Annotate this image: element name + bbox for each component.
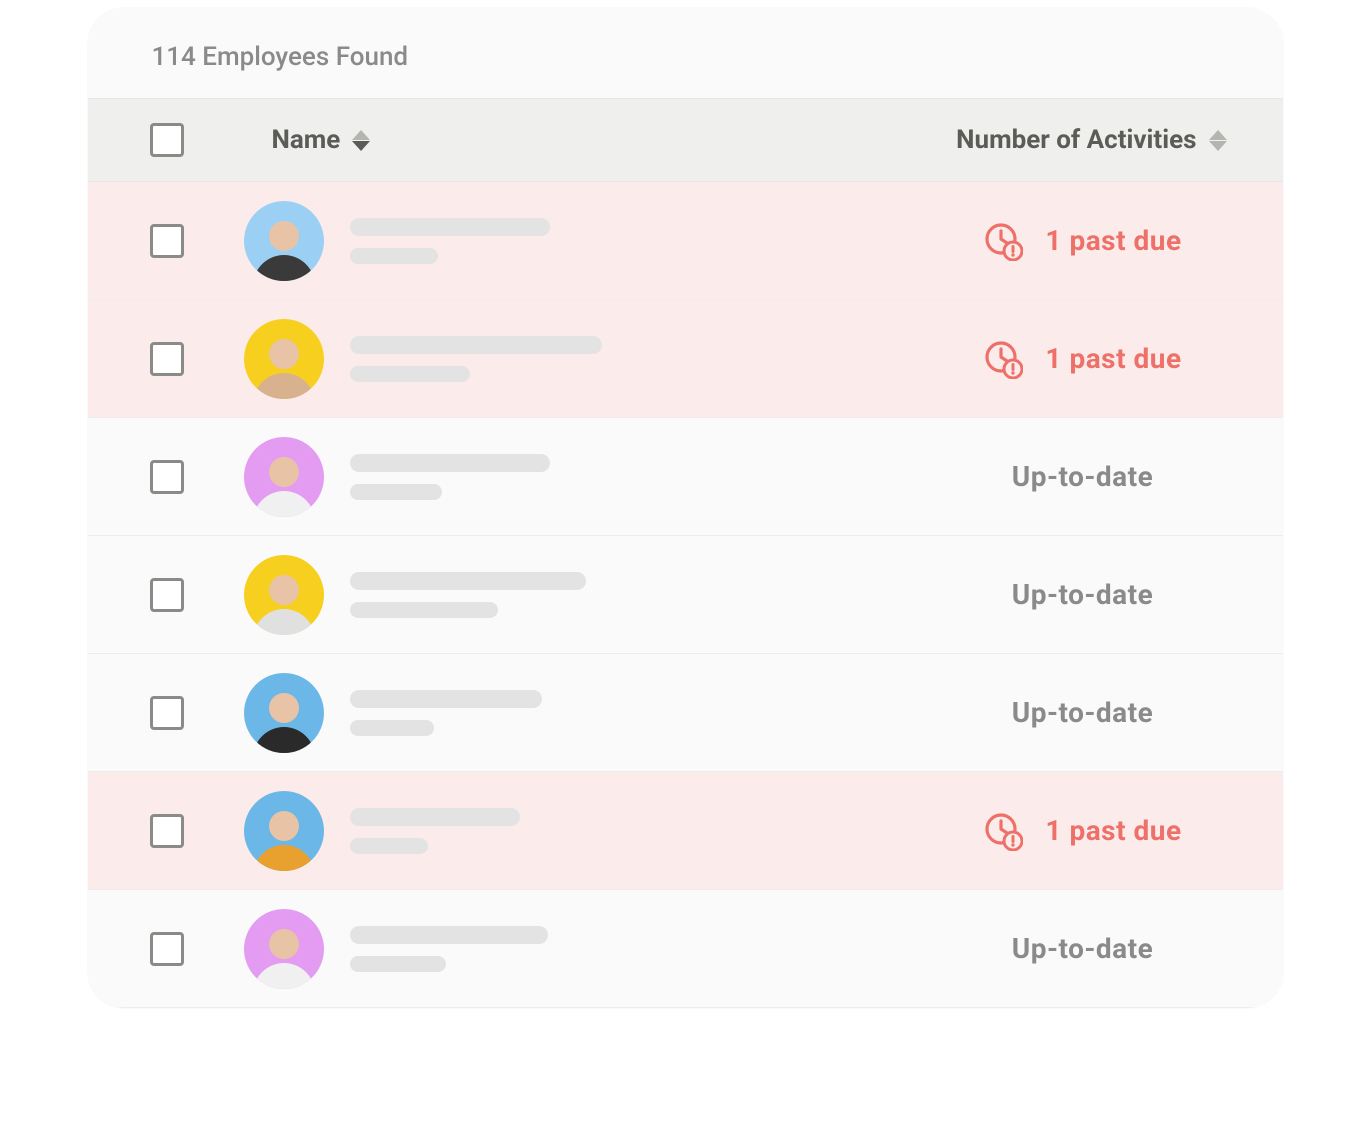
status-badge: Up-to-date	[1012, 460, 1154, 493]
name-placeholder	[350, 572, 586, 618]
row-checkbox-cell	[88, 814, 228, 848]
table-header: Name Number of Activities	[88, 98, 1283, 182]
clock-alert-icon	[983, 339, 1023, 379]
row-status-cell: 1 past due	[903, 811, 1283, 851]
status-badge: 1 past due	[1045, 224, 1181, 257]
table-body: 1 past due 1 past due Up-to-date Up-to-date…	[88, 182, 1283, 1008]
row-name-cell	[228, 555, 903, 635]
sort-icon	[1209, 130, 1227, 151]
row-name-cell	[228, 201, 903, 281]
name-placeholder	[350, 808, 520, 854]
table-row[interactable]: 1 past due	[88, 300, 1283, 418]
name-placeholder	[350, 454, 550, 500]
row-checkbox-cell	[88, 460, 228, 494]
row-status-cell: Up-to-date	[903, 696, 1283, 729]
name-placeholder	[350, 926, 548, 972]
table-row[interactable]: Up-to-date	[88, 890, 1283, 1008]
status-badge: 1 past due	[1045, 342, 1181, 375]
table-row[interactable]: Up-to-date	[88, 418, 1283, 536]
avatar	[244, 909, 324, 989]
row-checkbox-cell	[88, 578, 228, 612]
row-name-cell	[228, 319, 903, 399]
row-checkbox[interactable]	[150, 342, 184, 376]
status-badge: Up-to-date	[1012, 578, 1154, 611]
name-placeholder	[350, 218, 550, 264]
row-checkbox-cell	[88, 342, 228, 376]
results-count: 114 Employees Found	[88, 8, 1283, 98]
row-status-cell: Up-to-date	[903, 460, 1283, 493]
row-checkbox[interactable]	[150, 224, 184, 258]
table-row[interactable]: 1 past due	[88, 772, 1283, 890]
row-name-cell	[228, 673, 903, 753]
row-checkbox[interactable]	[150, 578, 184, 612]
column-header-activities-label: Number of Activities	[956, 125, 1196, 155]
name-placeholder	[350, 690, 542, 736]
avatar	[244, 201, 324, 281]
select-all-cell	[88, 123, 228, 157]
table-row[interactable]: 1 past due	[88, 182, 1283, 300]
clock-alert-icon	[983, 221, 1023, 261]
avatar	[244, 319, 324, 399]
status-badge: 1 past due	[1045, 814, 1181, 847]
status-badge: Up-to-date	[1012, 932, 1154, 965]
row-status-cell: Up-to-date	[903, 932, 1283, 965]
row-status-cell: Up-to-date	[903, 578, 1283, 611]
row-name-cell	[228, 437, 903, 517]
row-checkbox[interactable]	[150, 696, 184, 730]
row-status-cell: 1 past due	[903, 339, 1283, 379]
sort-icon	[352, 130, 370, 151]
row-checkbox[interactable]	[150, 932, 184, 966]
row-checkbox[interactable]	[150, 460, 184, 494]
select-all-checkbox[interactable]	[150, 123, 184, 157]
row-checkbox-cell	[88, 224, 228, 258]
row-checkbox-cell	[88, 696, 228, 730]
status-badge: Up-to-date	[1012, 696, 1154, 729]
table-row[interactable]: Up-to-date	[88, 654, 1283, 772]
column-header-name[interactable]: Name	[228, 125, 903, 155]
employees-card: 114 Employees Found Name Number of Activ…	[88, 8, 1283, 1008]
avatar	[244, 673, 324, 753]
avatar	[244, 791, 324, 871]
name-placeholder	[350, 336, 602, 382]
table-row[interactable]: Up-to-date	[88, 536, 1283, 654]
row-checkbox-cell	[88, 932, 228, 966]
column-header-name-label: Name	[272, 125, 341, 155]
row-name-cell	[228, 791, 903, 871]
avatar	[244, 437, 324, 517]
avatar	[244, 555, 324, 635]
column-header-activities[interactable]: Number of Activities	[903, 125, 1283, 155]
row-name-cell	[228, 909, 903, 989]
row-checkbox[interactable]	[150, 814, 184, 848]
clock-alert-icon	[983, 811, 1023, 851]
row-status-cell: 1 past due	[903, 221, 1283, 261]
